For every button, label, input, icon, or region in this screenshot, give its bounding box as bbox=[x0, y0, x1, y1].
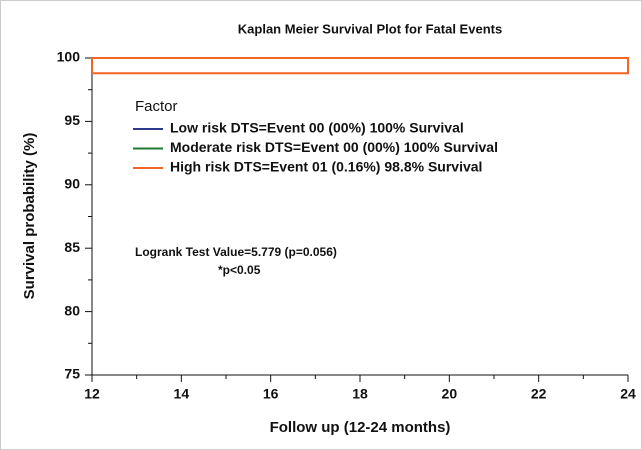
survival-line bbox=[91, 57, 629, 75]
x-tick-label: 18 bbox=[352, 386, 368, 402]
x-tick-label: 12 bbox=[84, 386, 100, 402]
y-tick-label: 80 bbox=[64, 302, 80, 318]
legend-label: Moderate risk DTS=Event 00 (00%) 100% Su… bbox=[170, 139, 498, 155]
y-tick-label: 75 bbox=[64, 366, 80, 382]
x-axis-label: Follow up (12-24 months) bbox=[270, 419, 451, 436]
x-tick-label: 22 bbox=[531, 386, 547, 402]
y-tick-label: 85 bbox=[64, 239, 80, 255]
annotation: Logrank Test Value=5.779 (p=0.056) bbox=[135, 245, 337, 259]
y-tick-label: 95 bbox=[64, 112, 80, 128]
legend-label: Low risk DTS=Event 00 (00%) 100% Surviva… bbox=[170, 120, 464, 136]
y-tick-label: 100 bbox=[57, 49, 81, 65]
y-tick-label: 90 bbox=[64, 176, 80, 192]
y-axis-label: Survival probability (%) bbox=[21, 133, 38, 300]
x-tick-label: 20 bbox=[442, 386, 458, 402]
annotation: *p<0.05 bbox=[218, 263, 261, 277]
x-tick-label: 14 bbox=[174, 386, 190, 402]
x-tick-label: 24 bbox=[620, 386, 636, 402]
legend-label: High risk DTS=Event 01 (0.16%) 98.8% Sur… bbox=[170, 159, 482, 175]
chart-title: Kaplan Meier Survival Plot for Fatal Eve… bbox=[238, 21, 502, 36]
x-tick-label: 16 bbox=[263, 386, 279, 402]
legend-title: Factor bbox=[135, 98, 178, 115]
